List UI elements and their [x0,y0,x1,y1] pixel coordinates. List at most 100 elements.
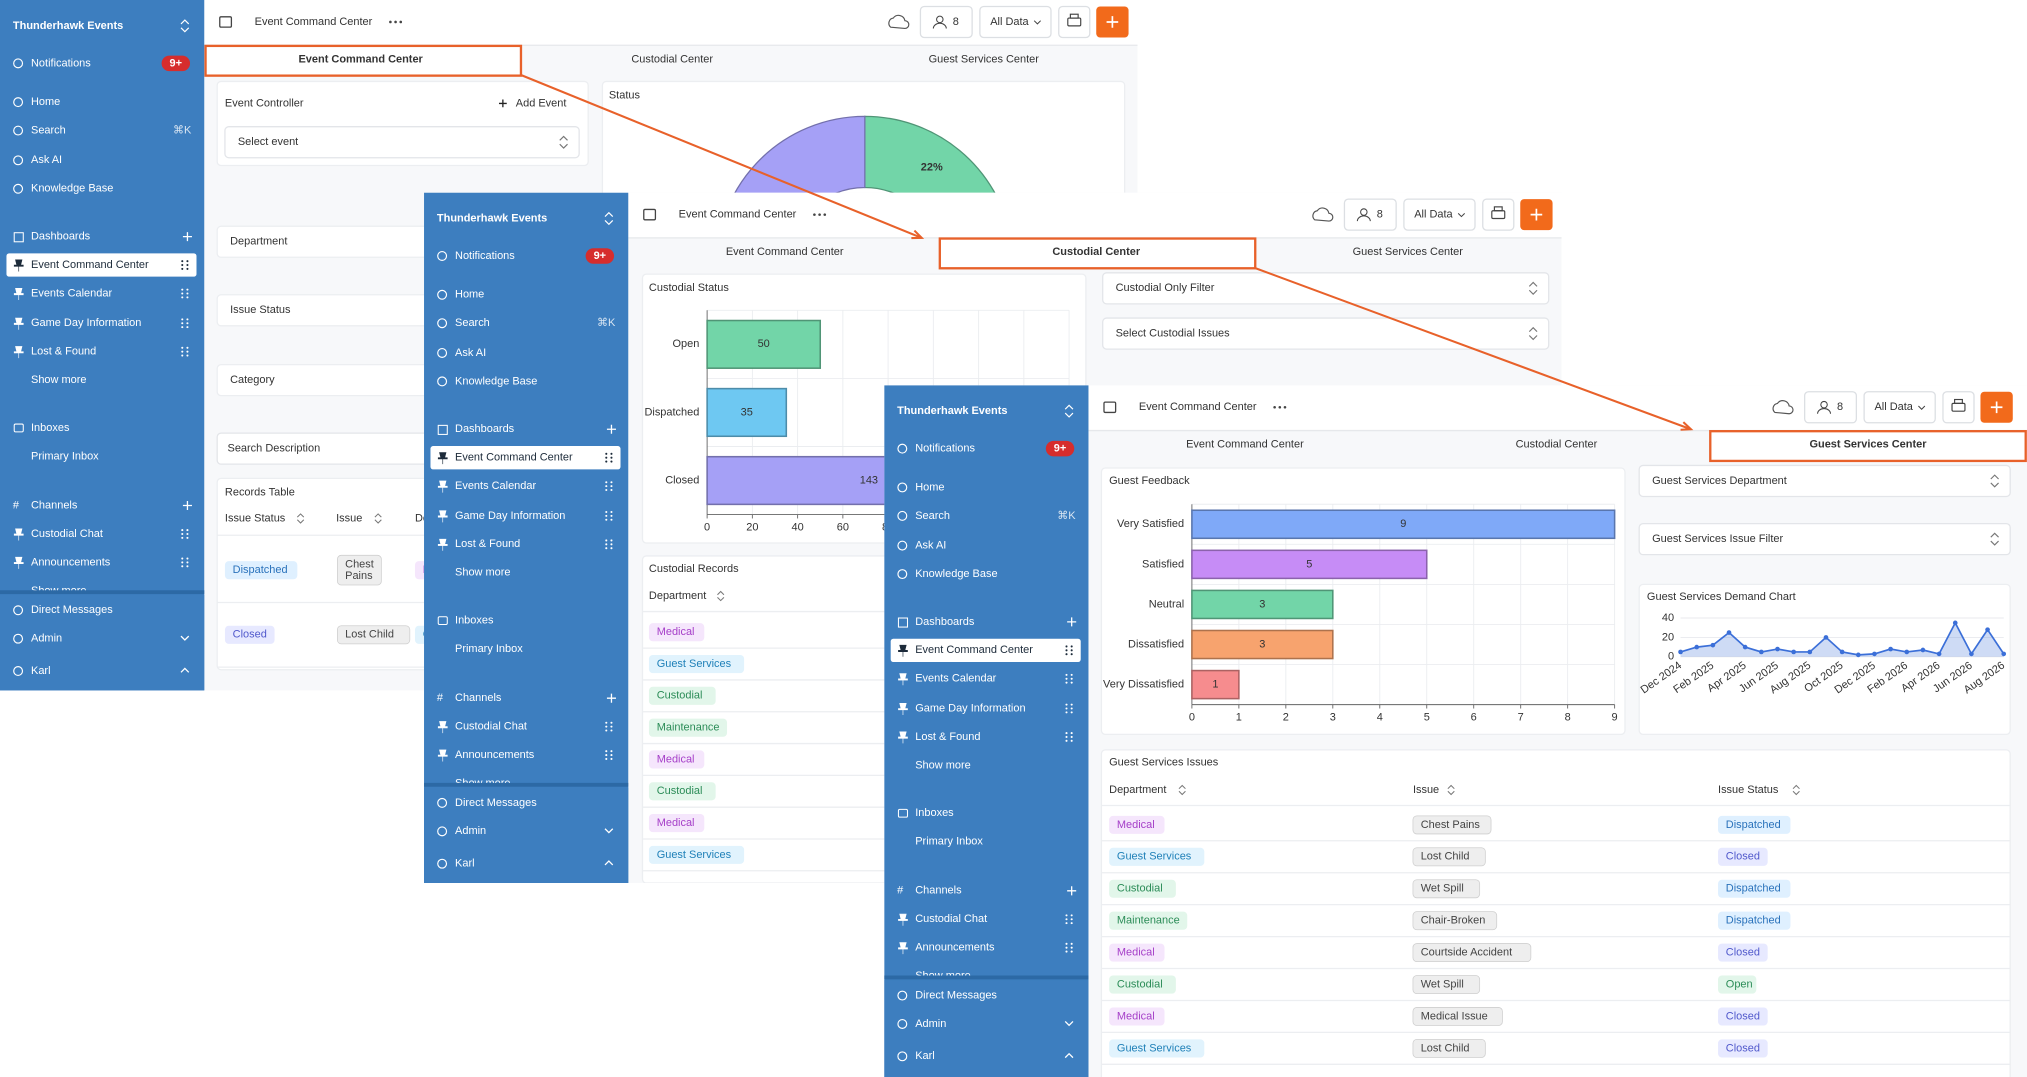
inbox-item[interactable]: Primary Inbox [915,836,983,848]
nav-item[interactable]: Ask AI [455,347,486,359]
more-dot[interactable] [1283,405,1287,409]
nav-item[interactable]: Home [915,481,944,493]
cloud-icon[interactable] [1312,207,1334,222]
chevron [180,635,190,641]
nav-item[interactable]: Search [455,317,490,329]
dashboard-item[interactable]: Event Command Center [31,259,149,271]
tab[interactable]: Event Command Center [726,246,844,258]
dashboard-item[interactable]: Event Command Center [915,644,1033,656]
grip-dot [1070,946,1073,949]
point [1726,630,1732,635]
members-button[interactable] [1343,198,1397,231]
members-button[interactable] [1804,391,1858,424]
print-button[interactable] [1482,198,1515,231]
footer-item[interactable]: Admin [915,1018,946,1030]
badge [648,654,745,674]
dashboard-item[interactable]: Game Day Information [915,702,1025,714]
dashboard-item[interactable]: Events Calendar [455,480,536,492]
nav-item[interactable]: Search [915,510,950,522]
footer-item[interactable]: Direct Messages [915,989,997,1001]
tab[interactable]: Custodial Center [631,53,713,65]
nav-item[interactable]: Home [455,289,484,301]
tab[interactable]: Event Command Center [299,53,424,65]
show-more[interactable]: Show more [915,759,970,771]
print-button[interactable] [1942,391,1975,424]
more-dot[interactable] [394,20,397,24]
nav-item[interactable]: Notifications [915,443,975,455]
select-box[interactable] [1102,317,1550,350]
dashboard-item[interactable]: Events Calendar [915,673,996,685]
footer-item[interactable]: Admin [31,633,62,645]
select-box[interactable] [1102,272,1550,305]
sidebar-toggle[interactable] [1103,401,1117,414]
nav-item[interactable]: Home [31,96,60,108]
dashboard-item[interactable]: Game Day Information [455,510,565,522]
inbox-item[interactable]: Primary Inbox [31,450,99,462]
nav-item[interactable]: Knowledge Base [31,183,113,195]
channel-item[interactable]: Custodial Chat [31,528,103,540]
grip-dot [610,452,613,455]
nav-item[interactable]: Ask AI [31,154,62,166]
show-more[interactable]: Show more [31,374,86,386]
channel-item[interactable]: Announcements [31,556,111,568]
tab[interactable]: Guest Services Center [929,53,1040,65]
badge-text: Guest Services [1117,851,1192,863]
channel-item[interactable]: Announcements [455,749,535,761]
channel-item[interactable]: Custodial Chat [915,913,987,925]
tab[interactable]: Guest Services Center [1353,246,1464,258]
tab[interactable]: Custodial Center [1516,439,1598,451]
channel-item[interactable]: Custodial Chat [455,721,527,733]
more-dot[interactable] [813,213,816,216]
tab[interactable]: Guest Services Center [1809,439,1927,451]
print-button[interactable] [1058,5,1091,39]
sidebar-toggle[interactable] [643,208,657,221]
scope-button[interactable] [1403,198,1476,231]
more-dot[interactable] [1278,405,1282,409]
grip-dot [605,725,608,728]
show-more[interactable]: Show more [455,567,510,579]
dashboard-item[interactable]: Lost & Found [31,346,96,358]
select-box[interactable] [1638,522,2011,556]
bar [1191,629,1334,660]
more-dot[interactable] [823,213,827,216]
nav-item[interactable]: Ask AI [915,540,946,552]
bar [1191,549,1428,580]
inbox-item[interactable]: Primary Inbox [455,643,523,655]
footer-item[interactable]: Direct Messages [31,604,113,616]
more-dot[interactable] [389,20,392,24]
sidebar-toggle[interactable] [219,16,233,28]
tab[interactable]: Event Command Center [1186,439,1304,451]
nav-item[interactable]: Knowledge Base [455,375,537,387]
footer-item[interactable]: Karl [915,1050,935,1062]
bar [706,387,788,438]
grip-dot [181,561,184,564]
footer-item[interactable]: Karl [455,858,475,870]
nav-item[interactable]: Notifications [31,57,91,69]
footer-item[interactable]: Admin [455,825,486,837]
members-button[interactable] [919,5,973,39]
nav-item[interactable]: Knowledge Base [915,568,997,580]
point [1936,651,1942,657]
dashboard-item[interactable]: Lost & Found [455,538,520,550]
dashboard-item[interactable]: Event Command Center [455,452,573,464]
more-dot[interactable] [399,20,403,24]
dashboard-item[interactable]: Game Day Information [31,317,141,329]
scope-button[interactable] [979,5,1052,39]
add-event[interactable]: Add Event [516,97,567,109]
cloud-icon[interactable] [888,14,910,30]
more-dot[interactable] [818,213,821,216]
footer-item[interactable]: Karl [31,665,51,677]
cloud-icon[interactable] [1772,400,1794,415]
plus-icon [182,232,192,242]
select-box[interactable] [1638,464,2011,498]
select-box[interactable] [224,126,580,159]
nav-item[interactable]: Notifications [455,250,515,262]
dashboard-item[interactable]: Events Calendar [31,287,112,299]
nav-item[interactable]: Search [31,124,66,136]
tab[interactable]: Custodial Center [1052,246,1140,258]
footer-item[interactable]: Direct Messages [455,797,537,809]
more-dot[interactable] [1273,405,1276,409]
dashboard-item[interactable]: Lost & Found [915,731,980,743]
channel-item[interactable]: Announcements [915,942,995,954]
scope-button[interactable] [1863,391,1936,424]
